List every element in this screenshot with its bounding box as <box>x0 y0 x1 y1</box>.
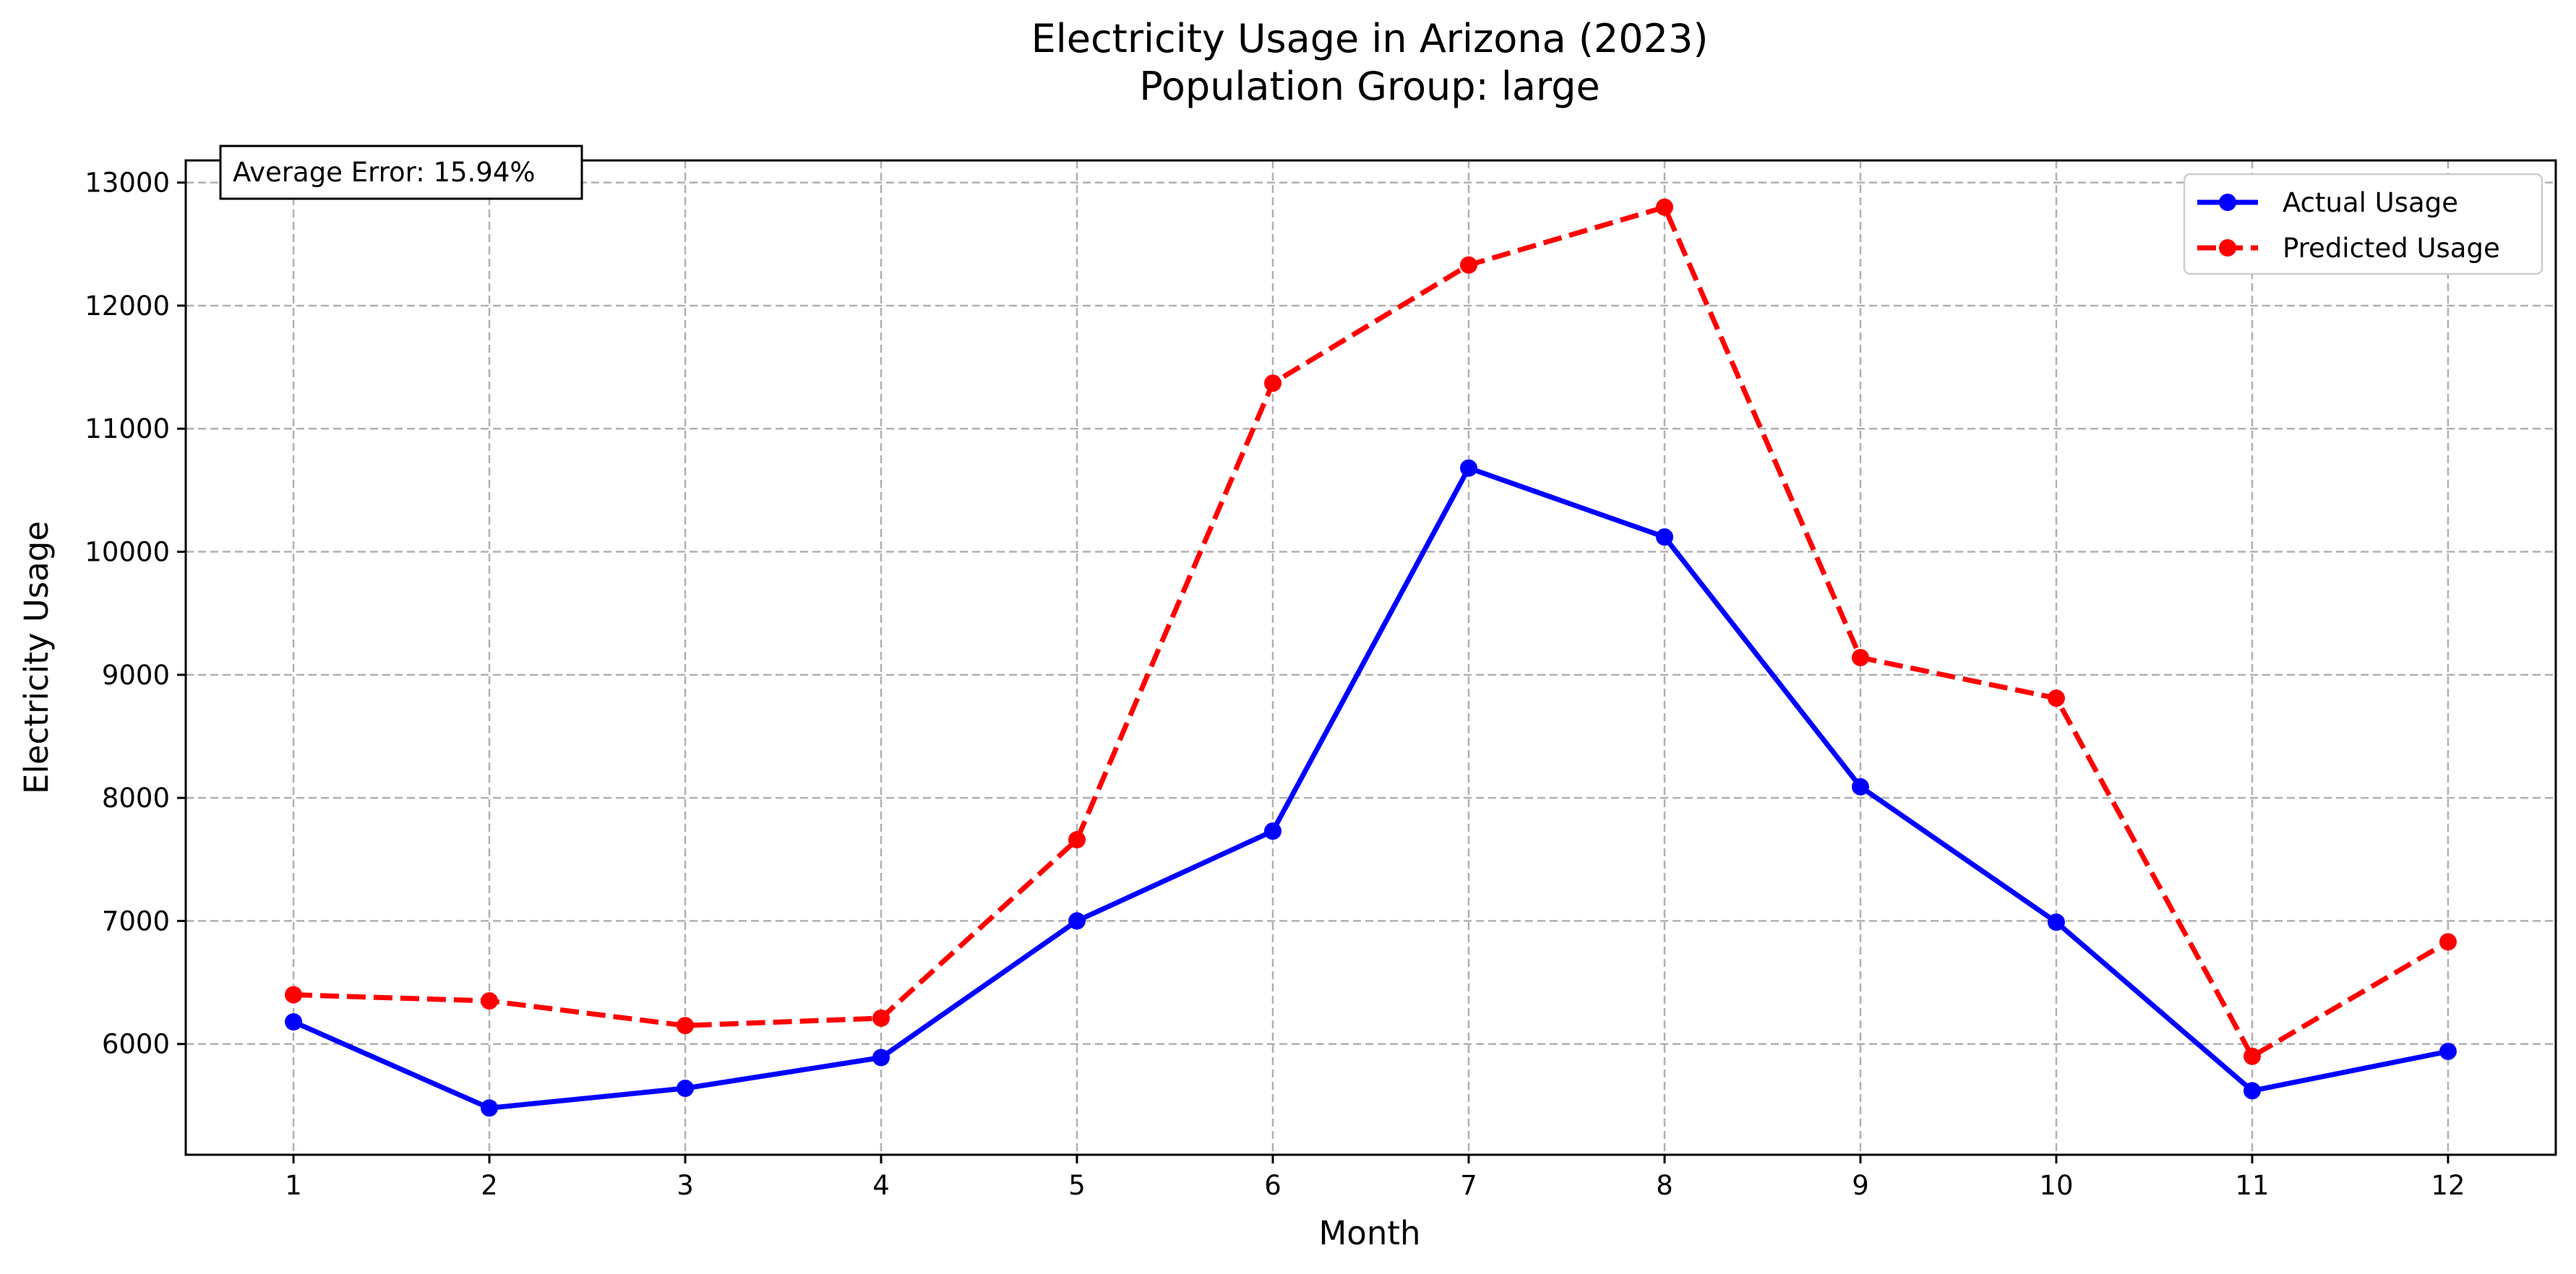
data-point-actual-usage <box>2047 913 2065 931</box>
series-actual-usage <box>285 459 2457 1117</box>
data-point-predicted-usage <box>2047 689 2065 707</box>
series-predicted-usage <box>285 198 2457 1065</box>
legend-item-actual-usage: Actual Usage <box>2197 187 2458 218</box>
x-tick-label: 2 <box>481 1170 498 1201</box>
data-point-actual-usage <box>1851 778 1869 796</box>
series-line-actual-usage <box>292 465 2449 1111</box>
y-tick-label: 12000 <box>85 290 170 322</box>
y-tick-label: 6000 <box>102 1029 170 1060</box>
y-tick-label: 7000 <box>102 905 170 937</box>
x-tick-label: 4 <box>872 1170 890 1201</box>
legend: Actual Usage Predicted Usage <box>2183 173 2543 275</box>
data-point-actual-usage <box>1459 459 1477 477</box>
data-point-actual-usage <box>1068 912 1086 930</box>
series-line-predicted-usage <box>293 205 2450 1059</box>
data-point-predicted-usage <box>1264 374 1282 392</box>
y-axis-label: Electricity Usage <box>17 521 56 794</box>
chart-title: Electricity Usage in Arizona (2023) <box>1031 16 1709 61</box>
data-point-actual-usage <box>1264 822 1282 840</box>
data-point-predicted-usage <box>2439 933 2457 951</box>
x-tick-label: 6 <box>1264 1170 1281 1201</box>
x-tick-label: 8 <box>1656 1170 1673 1201</box>
plot-area <box>184 159 2557 1156</box>
average-error-annotation: Average Error: 15.94% <box>219 145 583 200</box>
chart-subtitle: Population Group: large <box>1139 64 1600 109</box>
data-point-predicted-usage <box>1459 256 1477 274</box>
data-point-predicted-usage <box>481 992 499 1010</box>
x-tick-label: 7 <box>1460 1170 1477 1201</box>
average-error-text: Average Error: 15.94% <box>233 157 536 188</box>
data-point-actual-usage <box>285 1013 303 1031</box>
x-tick-label: 1 <box>285 1170 302 1201</box>
series-layer <box>285 198 2457 1117</box>
y-axis: 6000 7000 8000 9000 10000 11000 12000 13000 <box>85 168 186 1060</box>
data-point-actual-usage <box>481 1099 499 1117</box>
data-point-predicted-usage <box>872 1009 890 1027</box>
x-tick-label: 10 <box>2039 1170 2073 1201</box>
y-tick-label: 10000 <box>85 537 170 568</box>
x-tick-label: 11 <box>2235 1170 2269 1201</box>
data-point-actual-usage <box>2439 1042 2457 1060</box>
data-point-predicted-usage <box>1851 649 1869 666</box>
x-axis: 1 2 3 4 5 6 7 8 9 10 11 12 <box>285 1155 2465 1201</box>
x-tick-label: 9 <box>1852 1170 1869 1201</box>
legend-marker <box>2219 239 2236 257</box>
x-tick-label: 12 <box>2431 1170 2465 1201</box>
x-axis-label: Month <box>1318 1214 1420 1252</box>
x-tick-label: 5 <box>1068 1170 1086 1201</box>
data-point-predicted-usage <box>2243 1047 2261 1065</box>
legend-item-predicted-usage: Predicted Usage <box>2197 233 2500 264</box>
data-point-predicted-usage <box>1655 198 1673 216</box>
data-point-actual-usage <box>872 1049 890 1067</box>
data-point-predicted-usage <box>1068 831 1086 849</box>
data-point-predicted-usage <box>285 986 303 1004</box>
data-point-actual-usage <box>677 1080 695 1098</box>
y-tick-label: 13000 <box>85 168 170 199</box>
data-point-actual-usage <box>2243 1082 2261 1100</box>
legend-label: Predicted Usage <box>2283 233 2500 264</box>
data-point-actual-usage <box>1655 528 1673 546</box>
y-tick-label: 11000 <box>85 413 170 444</box>
legend-label: Actual Usage <box>2283 187 2458 218</box>
x-tick-label: 3 <box>677 1170 694 1201</box>
y-tick-label: 8000 <box>102 783 170 814</box>
legend-box <box>2183 173 2543 275</box>
legend-marker <box>2219 194 2236 211</box>
data-point-predicted-usage <box>677 1017 695 1035</box>
y-tick-label: 9000 <box>102 660 170 691</box>
grid <box>186 160 2556 1155</box>
